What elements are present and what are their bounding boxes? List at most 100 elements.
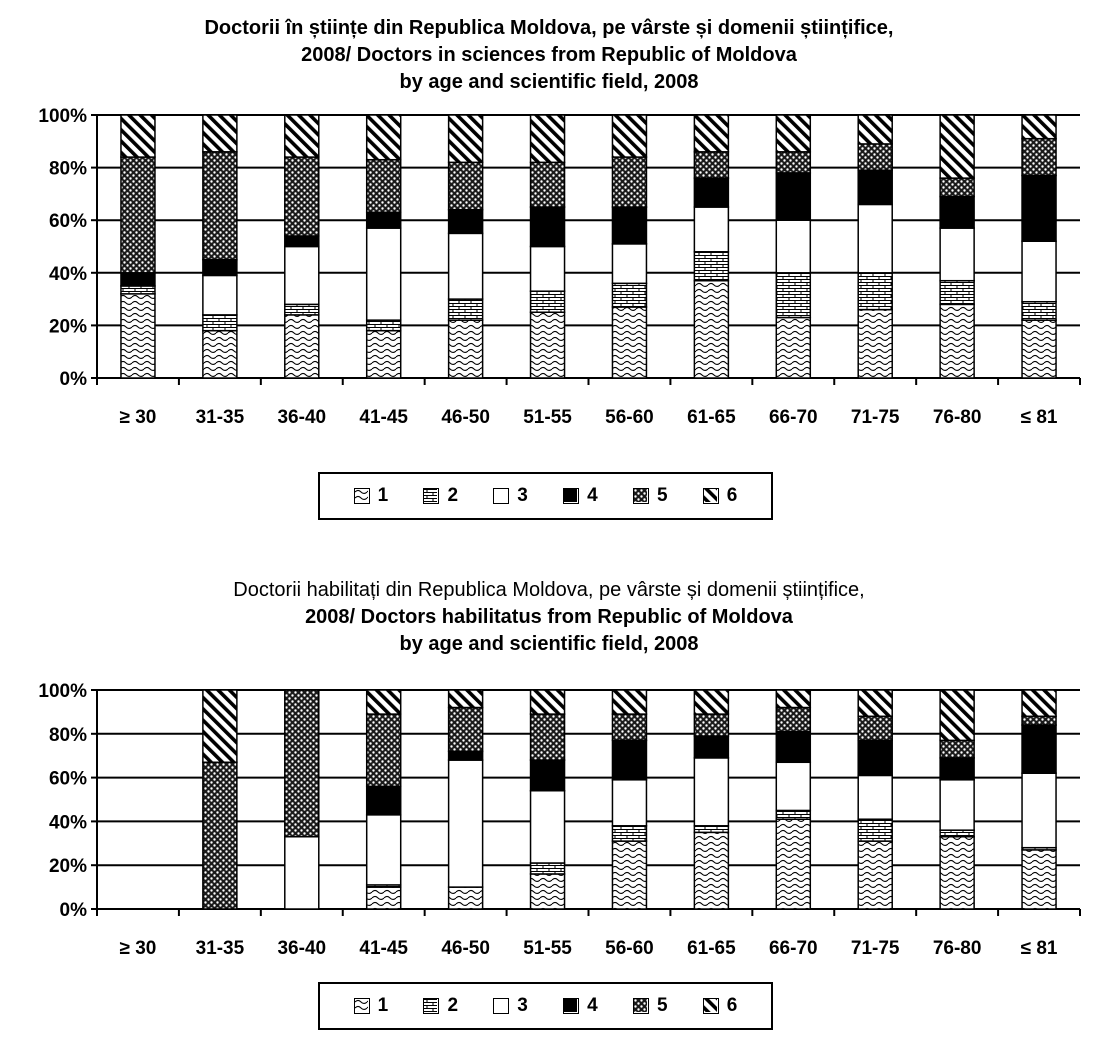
bar-segment-series-6: [365, 114, 402, 161]
bar-segment-series-5: [775, 706, 812, 733]
bar-segment-series-1: [202, 329, 238, 379]
bar-segment-series-5: [365, 158, 402, 214]
chart-title: Doctorii habilitați din Republica Moldov…: [0, 577, 1098, 658]
legend-swatch-dots: [632, 998, 649, 1014]
x-tick-label: ≥ 30: [120, 938, 157, 959]
bar-segment-series-2: [611, 825, 648, 842]
legend-label: 3: [517, 995, 528, 1016]
chart-title-line-3: by age and scientific field, 2008: [399, 71, 699, 93]
x-tick-label: 71-75: [851, 407, 900, 428]
bar-segment-series-6: [365, 689, 402, 715]
x-tick-label: 61-65: [687, 407, 736, 428]
y-tick-label: 80%: [49, 725, 87, 746]
bar-segment-series-2: [202, 314, 238, 332]
x-tick-label: 76-80: [933, 938, 982, 959]
x-tick-label: 36-40: [277, 938, 326, 959]
bar-segment-series-1: [447, 886, 484, 910]
bar-segment-series-6: [202, 114, 238, 153]
bar-segment-series-6: [693, 114, 730, 153]
bar-segment-series-2: [611, 282, 648, 308]
bar-segment-series-2: [1021, 300, 1057, 321]
bar-segment-series-3: [775, 761, 812, 812]
x-tick-label: 56-60: [605, 407, 654, 428]
bar-segment-series-5: [1021, 137, 1057, 177]
bar-segment-series-5: [120, 156, 156, 274]
y-tick-label: 0%: [60, 369, 88, 390]
bar-segment-series-3: [939, 227, 975, 282]
bar-segment-series-1: [365, 886, 402, 910]
bar-segment-series-4: [447, 750, 484, 761]
bar-segment-series-6: [857, 689, 893, 718]
bar-segment-series-2: [365, 319, 402, 332]
legend-item-6: 6: [702, 995, 737, 1017]
y-tick-label: 20%: [49, 856, 87, 877]
legend-swatch-brick: [423, 488, 440, 504]
bar-segment-series-1: [447, 319, 484, 379]
legend-item-4: 4: [563, 485, 598, 507]
bar-segment-series-5: [202, 151, 238, 261]
bar-segment-series-6: [120, 114, 156, 158]
bar-segment-series-4: [120, 272, 156, 287]
bar-segment-series-4: [939, 757, 975, 781]
bar-segment-series-2: [939, 279, 975, 306]
bar-segment-series-4: [529, 759, 566, 792]
plot-area: 0% 20% 40% 60% 80% 100% ≥ 30 31-35 36-40 41-45 46-…: [38, 106, 1081, 428]
bar-segment-series-6: [857, 114, 893, 145]
bar-segment-series-5: [1021, 715, 1057, 726]
bar-segment-series-5: [939, 177, 975, 198]
bar-segment-series-5: [365, 713, 402, 788]
bar-segment-series-3: [857, 203, 893, 274]
bar-segment-series-5: [447, 161, 484, 211]
legend-label: 5: [656, 485, 668, 506]
x-tick-label: 36-40: [277, 407, 326, 428]
bar-segment-series-3: [775, 219, 812, 274]
x-tick-label: 76-80: [933, 407, 982, 428]
legend-label: 5: [656, 995, 668, 1016]
bar-segment-series-6: [775, 689, 812, 709]
legend-swatch-white: [493, 998, 510, 1014]
legend-item-6: 6: [702, 485, 737, 507]
legend-swatch-wave: [353, 998, 370, 1014]
legend-item-4: 4: [563, 995, 598, 1017]
bar-segment-series-4: [939, 195, 975, 229]
bar-segment-series-1: [939, 835, 975, 910]
legend-swatch-hatch: [702, 488, 719, 504]
x-tick-label: 51-55: [523, 407, 572, 428]
bar-segment-series-4: [693, 735, 730, 759]
legend-item-5: 5: [632, 995, 668, 1017]
bar-segment-series-2: [693, 251, 730, 282]
x-tick-label: ≤ 81: [1021, 938, 1058, 959]
bar-segment-series-6: [284, 114, 320, 158]
bar-segment-series-6: [939, 689, 975, 742]
chart-title-line-1: Doctorii habilitați din Republica Moldov…: [233, 579, 865, 601]
chart-title-line-1: Doctorii în științe din Republica Moldov…: [204, 17, 894, 39]
bar-segment-series-6: [1021, 114, 1057, 140]
legend-item-3: 3: [493, 995, 528, 1017]
bar-segment-series-5: [693, 151, 730, 179]
bar-segment-series-3: [202, 274, 238, 316]
bar-segment-series-1: [1021, 849, 1057, 910]
legend-swatch-dots: [632, 488, 649, 504]
x-tick-label: 61-65: [687, 938, 736, 959]
x-tick-label: 66-70: [769, 938, 818, 959]
legend-item-2: 2: [423, 995, 458, 1017]
bar-segment-series-4: [611, 206, 648, 245]
bar-segment-series-5: [284, 689, 320, 838]
bar-segment-series-3: [693, 757, 730, 827]
x-tick-label: 41-45: [359, 938, 408, 959]
legend-label: 3: [517, 485, 528, 506]
bar-segment-series-4: [365, 785, 402, 816]
bar-segment-series-2: [857, 272, 893, 311]
bar-segment-series-3: [284, 245, 320, 306]
plot-area: 0% 20% 40% 60% 80% 100% ≥ 30 31-35 36-40 41-45 46-…: [38, 681, 1081, 959]
bar-segment-series-3: [611, 243, 648, 285]
bar-segment-series-3: [529, 789, 566, 864]
legend-swatch-wave: [353, 488, 370, 504]
bar-segment-series-1: [120, 293, 156, 379]
bar-segment-series-2: [775, 272, 812, 319]
legend-swatch-black: [563, 488, 580, 504]
legend-item-3: 3: [493, 485, 528, 507]
y-tick-label: 100%: [38, 681, 87, 702]
bar-segment-series-1: [1021, 319, 1057, 379]
bar-segment-series-6: [447, 689, 484, 709]
